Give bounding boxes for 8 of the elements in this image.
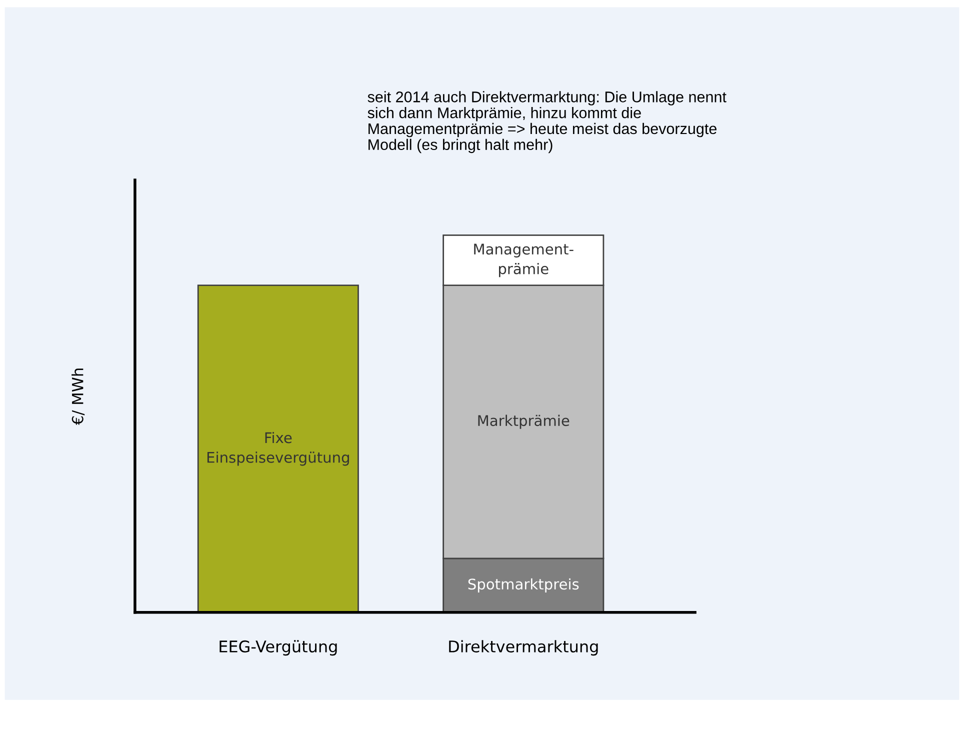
series-label: Marktprämie bbox=[478, 414, 570, 429]
series-label: Spotmarktpreis bbox=[468, 578, 579, 592]
series-label: Fixe Einspeisevergütung bbox=[207, 432, 349, 466]
x-tick-label: Direktvermarktung bbox=[449, 640, 598, 656]
series-label: Management- prämie bbox=[474, 244, 574, 278]
y-axis-title: €/ MWh bbox=[72, 368, 85, 426]
text: seit 2014 auch Direktvermarktung: Die Umlage nennt sich dann Marktprämie, hinzu kommt die Managementprämie => heute meist das bevorzugte Modell (es bringt halt mehr) bbox=[368, 91, 726, 154]
x-tick-label: EEG-Vergütung bbox=[220, 640, 337, 656]
